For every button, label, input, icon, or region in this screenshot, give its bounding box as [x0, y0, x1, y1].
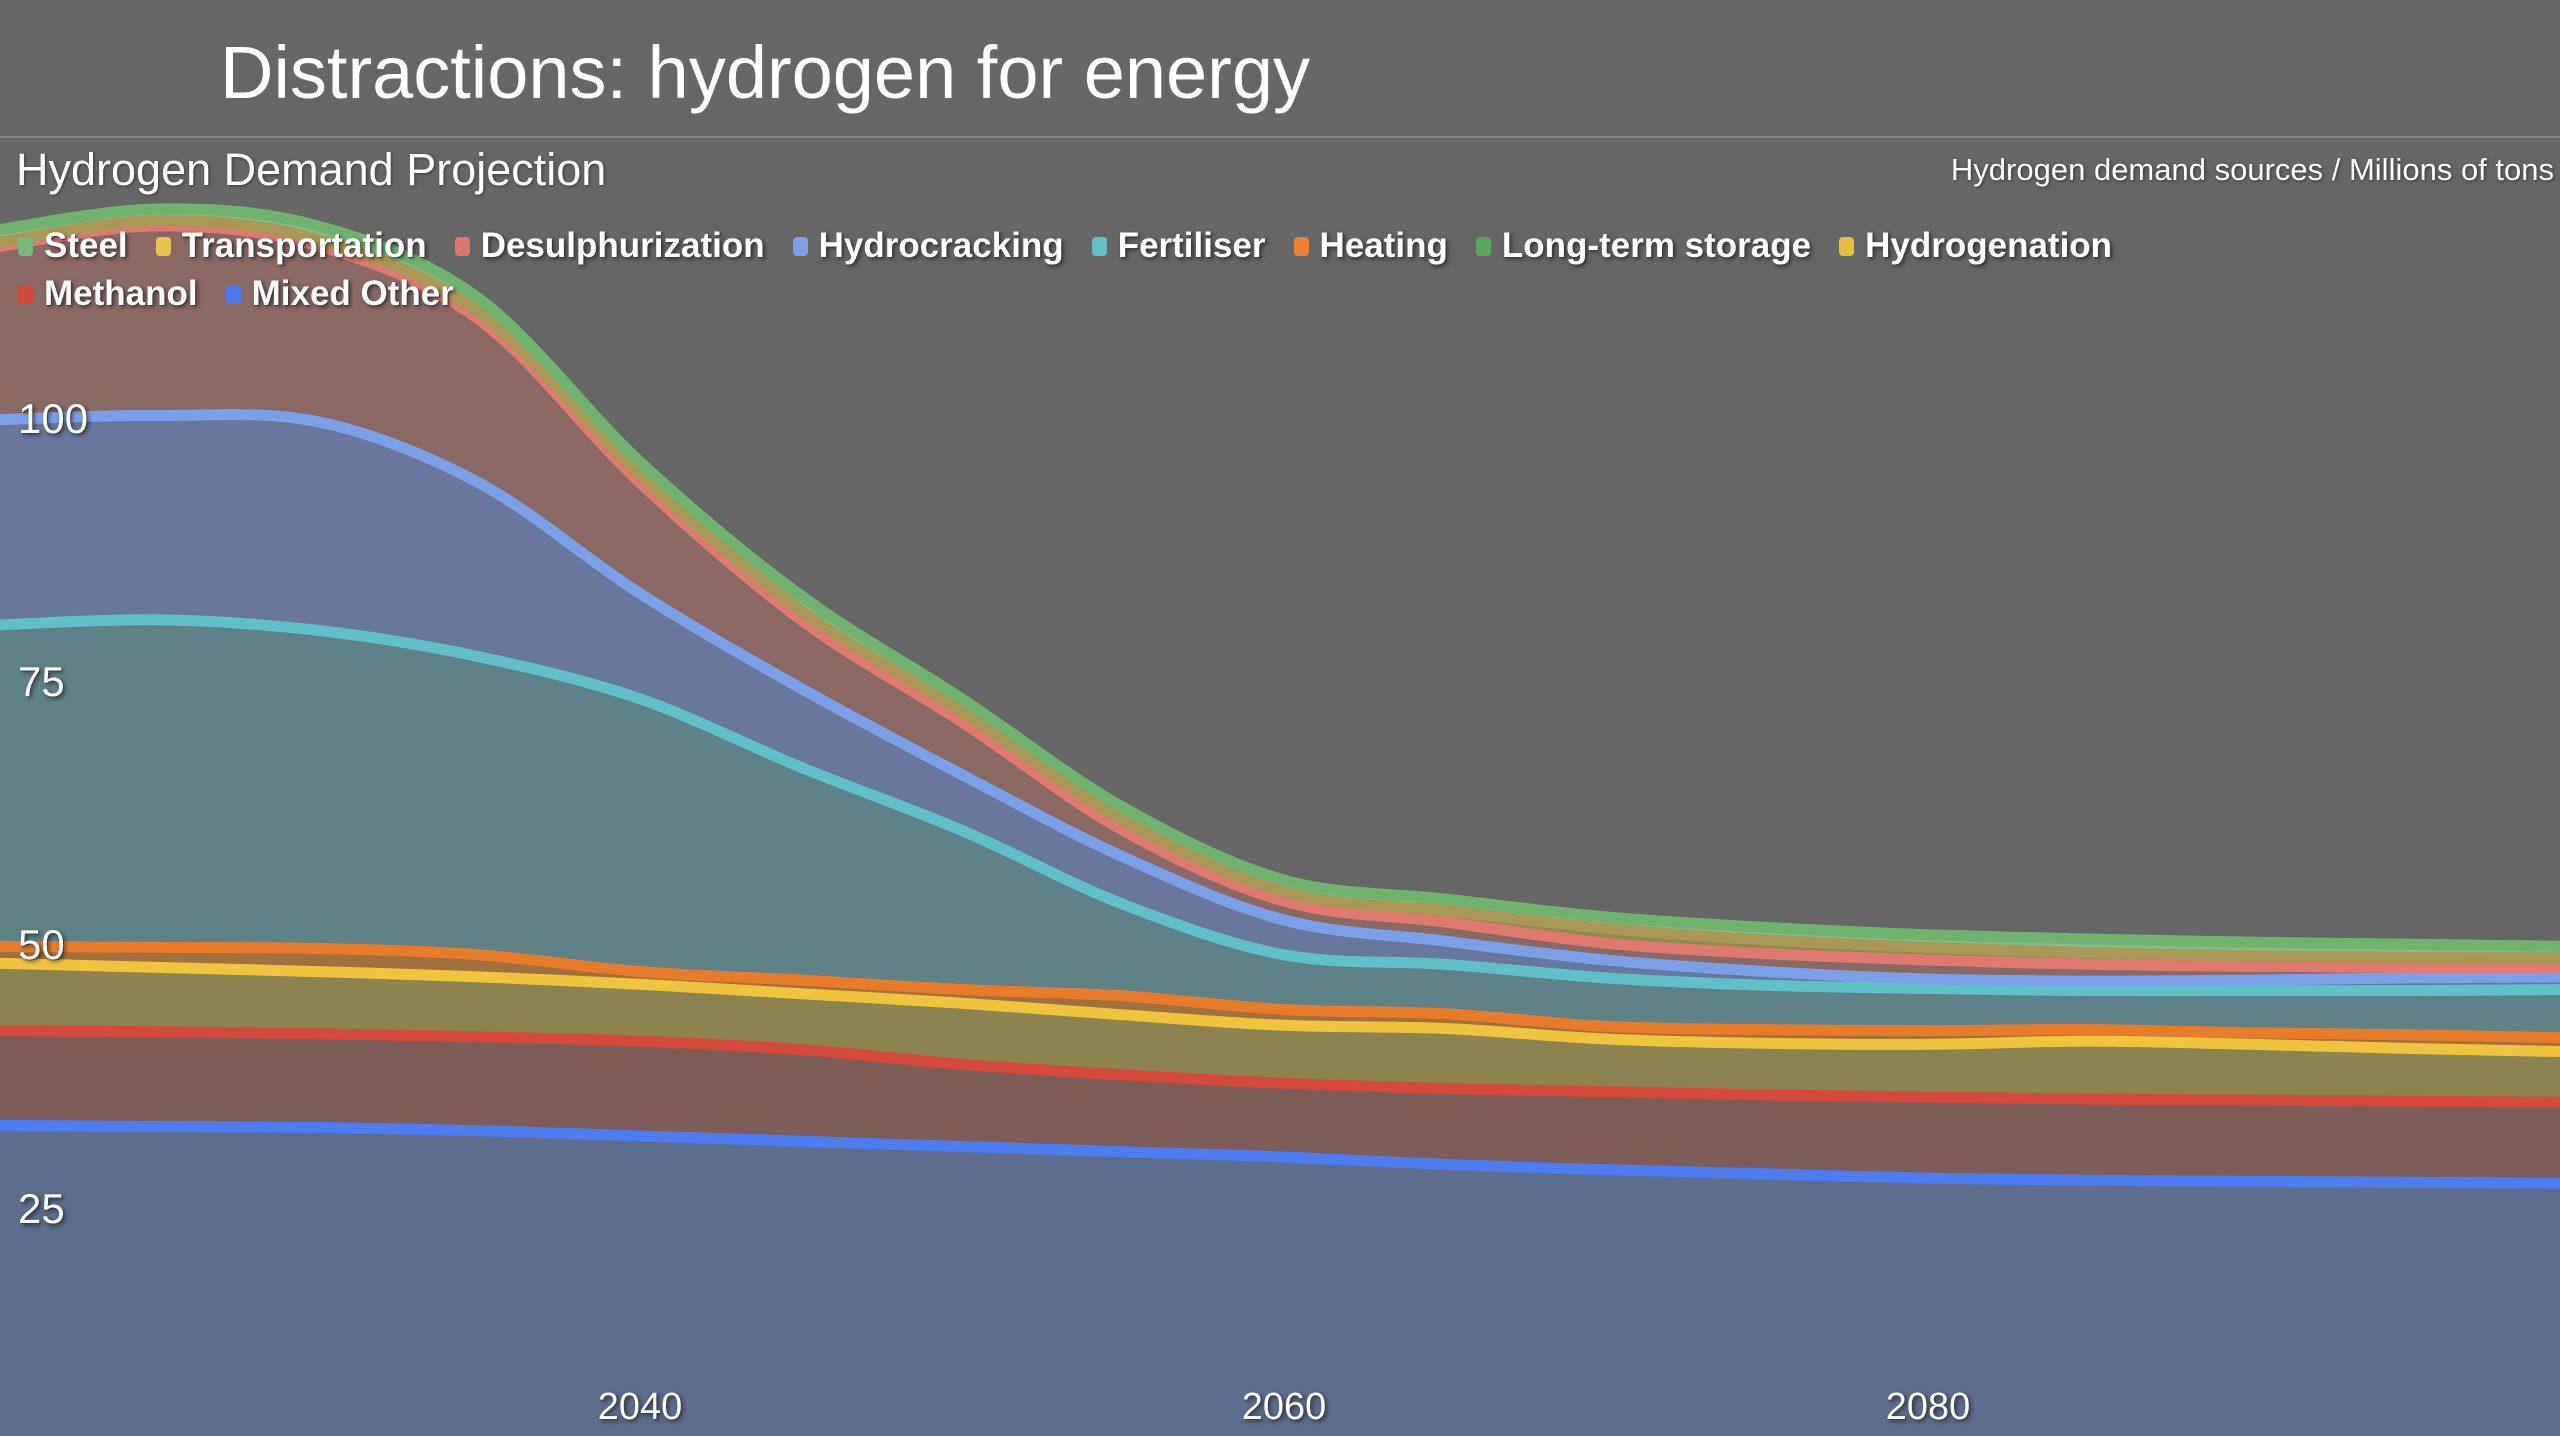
legend-label: Methanol	[44, 274, 198, 313]
legend-item-transportation[interactable]: Transportation	[155, 226, 427, 266]
area-fill-fertiliser	[0, 619, 2560, 1038]
area-fill-mixed-other	[0, 1125, 2560, 1436]
legend-item-hydrogenation[interactable]: Hydrogenation	[1839, 226, 2112, 266]
legend-label: Long-term storage	[1501, 226, 1812, 265]
y-tick-25: 25	[18, 1184, 65, 1232]
area-line-desulphurization	[0, 220, 2560, 973]
area-fill-hydrogenation	[0, 963, 2560, 1103]
area-fill-hydrocracking	[0, 414, 2560, 991]
legend-swatch-icon	[454, 236, 470, 256]
x-tick-2060: 2060	[1241, 1386, 1327, 1428]
area-line-hydrogenation	[0, 957, 2560, 1057]
legend-swatch-icon	[18, 236, 33, 256]
y-tick-50: 50	[18, 921, 65, 969]
y-tick-75: 75	[18, 658, 65, 706]
x-tick-2040: 2040	[597, 1386, 683, 1428]
legend-swatch-icon	[225, 284, 241, 304]
slide-title: Distractions: hydrogen for energy	[220, 31, 1310, 114]
legend-swatch-icon	[1293, 236, 1309, 256]
legend-item-hydrocracking[interactable]: Hydrocracking	[792, 226, 1064, 266]
legend-label: Steel	[44, 226, 128, 265]
area-line-heating	[0, 940, 2560, 1044]
area-fill-desulphurization	[0, 225, 2560, 982]
area-line-methanol	[0, 1025, 2560, 1108]
legend-label: Fertiliser	[1117, 226, 1266, 265]
legend-label: Mixed Other	[251, 274, 454, 313]
title-divider	[0, 136, 2560, 138]
area-line-hydrocracking	[0, 409, 2560, 987]
legend-label: Desulphurization	[480, 226, 765, 265]
legend-swatch-icon	[1839, 236, 1855, 256]
area-fill-methanol	[0, 1030, 2560, 1184]
legend-label: Hydrogenation	[1865, 226, 2113, 265]
legend-label: Heating	[1319, 226, 1448, 265]
axis-unit-label: Hydrogen demand sources / Millions of to…	[1950, 152, 2554, 187]
legend-label: Hydrocracking	[818, 226, 1064, 265]
legend-item-mixed-other[interactable]: Mixed Other	[225, 274, 454, 314]
legend-item-heating[interactable]: Heating	[1293, 226, 1448, 266]
area-line-steel	[0, 203, 2560, 952]
legend-row-2: Methanol Mixed Other	[18, 274, 2552, 314]
legend-item-methanol[interactable]: Methanol	[18, 274, 198, 314]
area-line-transportation	[0, 215, 2560, 964]
legend-item-long-term-storage[interactable]: Long-term storage	[1475, 226, 1812, 266]
area-line-fertiliser	[0, 614, 2560, 997]
legend-swatch-icon	[155, 236, 171, 256]
chart-legend: Steel Transportation Desulphurization Hydro…	[18, 226, 2552, 314]
legend-label: Transportation	[181, 226, 427, 265]
chart-title: Hydrogen Demand Projection	[16, 144, 607, 195]
legend-swatch-icon	[1475, 236, 1491, 256]
legend-item-fertiliser[interactable]: Fertiliser	[1091, 226, 1266, 266]
area-line-mixed-other	[0, 1119, 2560, 1189]
legend-item-desulphurization[interactable]: Desulphurization	[454, 226, 765, 266]
legend-row-1: Steel Transportation Desulphurization Hydro…	[18, 226, 2552, 266]
legend-swatch-icon	[1091, 236, 1107, 256]
legend-item-steel[interactable]: Steel	[18, 226, 128, 266]
legend-swatch-icon	[792, 236, 808, 256]
legend-swatch-icon	[18, 284, 33, 304]
x-tick-2080: 2080	[1885, 1386, 1971, 1428]
y-tick-100: 100	[18, 394, 89, 442]
